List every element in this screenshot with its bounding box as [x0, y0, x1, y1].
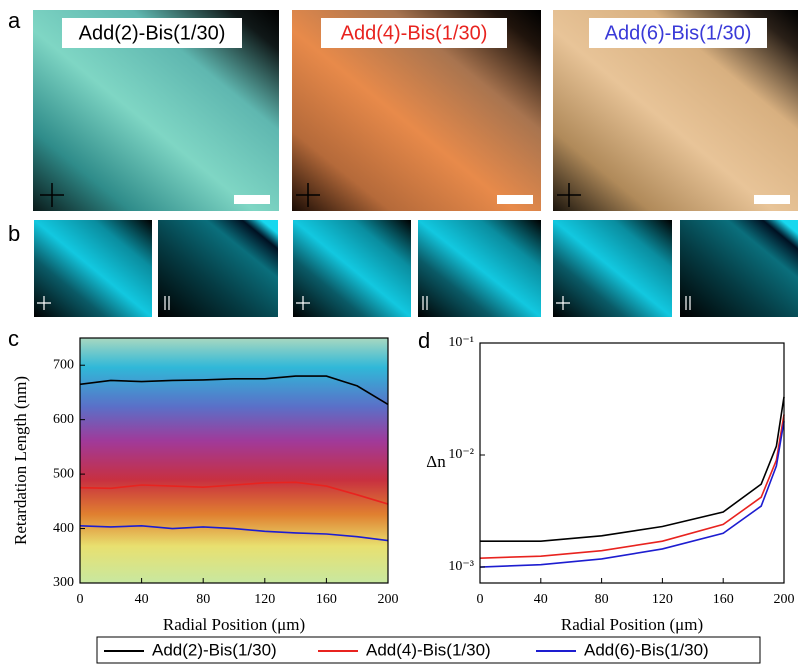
y-axis-label: Retardation Length (nm): [11, 376, 30, 545]
y-tick-label: 10⁻³: [448, 559, 474, 574]
polarizer-icons: [37, 296, 691, 310]
data-line: [479, 421, 785, 568]
x-tick-label: 200: [774, 592, 795, 607]
y-tick-label: 500: [53, 466, 74, 481]
x-tick-label: 0: [77, 592, 84, 607]
title-box: [589, 18, 767, 48]
title-box: [62, 18, 242, 48]
y-tick-label: 10⁻²: [448, 447, 474, 462]
y-tick-label: 10⁻¹: [448, 335, 474, 350]
data-line: [480, 396, 785, 543]
x-tick-label: 160: [316, 592, 337, 607]
x-tick-label: 0: [477, 592, 484, 607]
image: [553, 220, 672, 317]
y-tick-label: 600: [53, 412, 74, 427]
legend-label: Add(4)-Bis(1/30): [366, 640, 491, 659]
legend: [96, 636, 761, 664]
image-title: Add(6)-Bis(1/30): [605, 22, 752, 44]
image: [34, 220, 152, 317]
x-tick-label: 120: [652, 592, 673, 607]
data-line: [79, 525, 389, 542]
plot-frame: [479, 342, 785, 584]
image: [680, 220, 798, 317]
image: [418, 220, 541, 317]
image-title: Add(2)-Bis(1/30): [79, 22, 226, 44]
x-tick-label: 40: [135, 592, 149, 607]
x-tick-label: 160: [713, 592, 734, 607]
x-tick-label: 80: [595, 592, 609, 607]
panel-label: b: [8, 221, 20, 246]
x-tick-label: 120: [254, 592, 275, 607]
image: [293, 220, 411, 317]
y-tick-label: 400: [53, 521, 74, 536]
x-axis-label: Radial Position (μm): [163, 615, 305, 634]
image: [158, 220, 278, 317]
polarizer-icons: [40, 183, 581, 207]
image-title: Add(4)-Bis(1/30): [341, 22, 488, 44]
y-axis-label: Δn: [426, 452, 446, 471]
legend-label: Add(2)-Bis(1/30): [152, 640, 277, 659]
x-tick-label: 80: [196, 592, 210, 607]
data-line: [79, 481, 389, 505]
legend-label: Add(6)-Bis(1/30): [584, 640, 709, 659]
y-tick-label: 700: [53, 357, 74, 372]
data-line: [479, 414, 785, 559]
panel-label: d: [418, 328, 430, 353]
data-line: [79, 375, 389, 406]
plot-frame: [79, 337, 389, 584]
title-box: [321, 18, 507, 48]
y-tick-label: 300: [53, 575, 74, 590]
panel-label: c: [8, 326, 19, 351]
panel-label: a: [8, 8, 21, 33]
plot-background: [80, 338, 388, 583]
x-tick-label: 200: [378, 592, 399, 607]
x-axis-label: Radial Position (μm): [561, 615, 703, 634]
x-tick-label: 40: [534, 592, 548, 607]
